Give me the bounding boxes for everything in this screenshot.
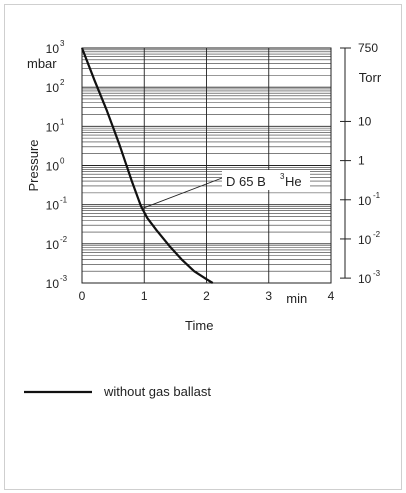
y-tick-label: 10 (46, 120, 60, 134)
chart-frame (4, 4, 402, 490)
y-tick-exponent: -3 (60, 274, 68, 283)
y-tick-exponent: -1 (60, 196, 68, 205)
annotation-tail: He (285, 174, 302, 189)
right-unit-label: Torr (359, 70, 382, 85)
right-tick-label: 10 (358, 233, 372, 247)
right-tick-exponent: -2 (373, 230, 381, 239)
y-tick-exponent: 0 (60, 157, 65, 166)
y-axis-label: Pressure (26, 139, 41, 191)
y-tick-exponent: -2 (60, 235, 68, 244)
series-line (80, 47, 214, 284)
y-tick-label: 10 (46, 277, 60, 291)
y-tick-label: 10 (46, 199, 60, 213)
plot-border (81, 47, 332, 284)
annotation-leader-line (142, 177, 223, 209)
y-tick-exponent: 2 (60, 78, 65, 87)
y-tick-label: 10 (46, 160, 60, 174)
right-tick-label: 10 (358, 194, 372, 208)
y-tick-exponent: 1 (60, 117, 65, 126)
right-tick-label: 10 (358, 272, 372, 286)
x-tick-label: 0 (79, 289, 86, 303)
x-tick-label: 1 (141, 289, 148, 303)
x-unit-label: min (286, 291, 307, 306)
y-tick-label: 10 (46, 238, 60, 252)
legend-label: without gas ballast (103, 384, 211, 399)
right-tick-exponent: -1 (373, 191, 381, 200)
x-axis-label: Time (185, 318, 213, 333)
x-tick-label: 4 (328, 289, 335, 303)
annotation-text: D 65 B (226, 174, 266, 189)
y-tick-label: 10 (46, 81, 60, 95)
y-tick-label: 10 (46, 42, 60, 56)
y-tick-exponent: 3 (60, 39, 65, 48)
right-tick-label: 10 (358, 114, 372, 128)
annotation-superscript: 3 (280, 172, 285, 181)
x-tick-label: 2 (203, 289, 210, 303)
annotation-background (222, 170, 310, 190)
right-tick-exponent: -3 (373, 269, 381, 278)
right-tick-label: 750 (358, 41, 378, 55)
x-tick-label: 3 (265, 289, 272, 303)
right-tick-label: 1 (358, 154, 365, 168)
y-unit-label: mbar (27, 56, 57, 71)
